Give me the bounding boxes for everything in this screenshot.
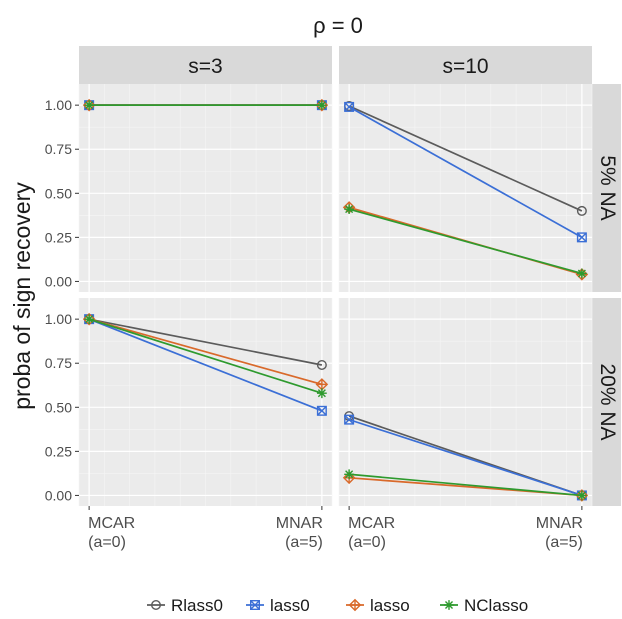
point-NClasso <box>576 490 587 501</box>
x-tick-label: (a=0) <box>88 534 126 551</box>
legend-item-lass0: lass0 <box>246 596 310 615</box>
facet-row-label: 20% NA <box>596 363 619 440</box>
y-tick-label: 0.25 <box>45 443 72 459</box>
facet-row-label: 5% NA <box>596 155 619 220</box>
y-tick-label: 0.75 <box>45 355 72 371</box>
y-tick-label: 1.00 <box>45 311 72 327</box>
facet-strip-col <box>339 46 592 84</box>
panel <box>338 84 593 292</box>
series-line-lass0 <box>88 318 323 412</box>
y-axis-label: proba of sign recovery <box>9 182 35 410</box>
y-tick-label: 1.00 <box>45 97 72 113</box>
point-NClasso <box>316 100 327 111</box>
x-tick-label: MNAR <box>276 515 323 532</box>
legend: Rlass0 lass0 lasso NClasso <box>147 596 528 615</box>
point-NClasso <box>576 268 587 279</box>
chart-title: ρ = 0 <box>313 13 363 38</box>
series-line-NClasso <box>88 318 323 394</box>
x-tick-label: MNAR <box>536 515 583 532</box>
point-lass0 <box>344 414 355 425</box>
point-NClasso <box>84 100 95 111</box>
series-line-lass0 <box>348 418 583 497</box>
x-tick-label: (a=5) <box>545 534 583 551</box>
facet-strip-row <box>592 84 621 292</box>
series-line-NClasso <box>348 208 583 275</box>
facet-col-label: s=10 <box>442 55 488 78</box>
legend-item-lasso: lasso <box>346 596 410 615</box>
x-tick-label: MCAR <box>88 515 135 532</box>
y-tick-label: 0.00 <box>45 273 72 289</box>
point-NClasso <box>84 314 95 325</box>
panel <box>338 298 593 506</box>
y-tick-label: 0.75 <box>45 141 72 157</box>
y-tick-label: 0.00 <box>45 487 72 503</box>
x-tick-label: (a=5) <box>285 534 323 551</box>
y-tick-label: 0.50 <box>45 399 72 415</box>
facet-strip-row <box>592 298 621 506</box>
point-NClasso <box>316 388 327 399</box>
x-tick-label: (a=0) <box>348 534 386 551</box>
point-lass0 <box>576 232 587 243</box>
legend-label: NClasso <box>464 596 528 615</box>
legend-label: lass0 <box>270 596 310 615</box>
series-line-NClasso <box>349 473 582 497</box>
point-lass0 <box>344 101 355 112</box>
series-line-lass0 <box>348 106 583 239</box>
y-tick-label: 0.25 <box>45 229 72 245</box>
point-Rlass0 <box>576 205 587 216</box>
panel <box>78 298 333 506</box>
legend-item-Rlass0: Rlass0 <box>147 596 223 615</box>
series-line-Rlass0 <box>348 105 583 212</box>
series-line-lasso <box>88 318 323 386</box>
point-NClasso <box>344 204 355 215</box>
facet-strip-col <box>79 46 332 84</box>
legend-label: lasso <box>370 596 410 615</box>
panel <box>78 84 333 292</box>
point-lass0 <box>316 405 327 416</box>
x-tick-label: MCAR <box>348 515 395 532</box>
point-Rlass0 <box>316 359 327 370</box>
legend-item-NClasso: NClasso <box>440 596 528 615</box>
facet-col-label: s=3 <box>188 55 222 78</box>
point-NClasso <box>344 469 355 480</box>
y-tick-label: 0.50 <box>45 185 72 201</box>
legend-label: Rlass0 <box>171 596 223 615</box>
series-line-Rlass0 <box>88 318 323 366</box>
